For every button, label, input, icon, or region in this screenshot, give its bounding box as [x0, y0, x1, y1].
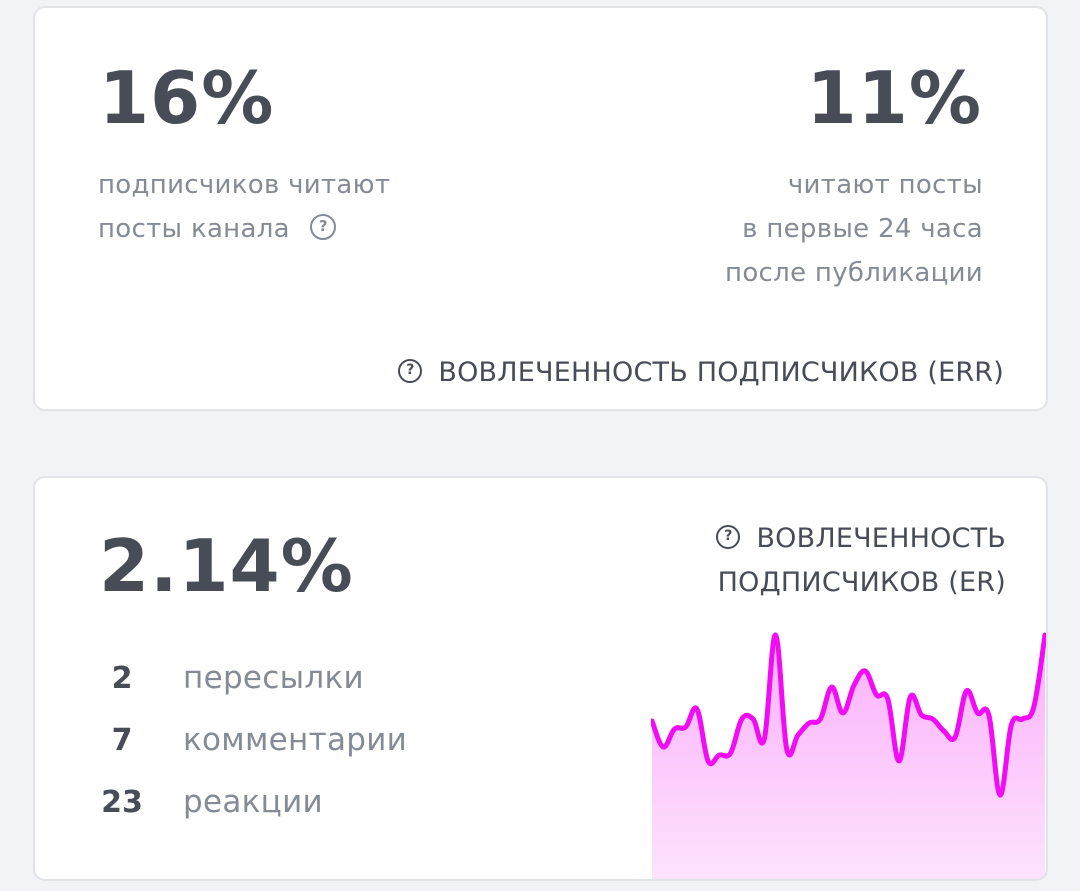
- desc-line: читают посты: [787, 170, 983, 200]
- caption-text: ВОВЛЕЧЕННОСТЬ ПОДПИСЧИКОВ (ERR): [438, 357, 1004, 388]
- er-caption[interactable]: ? ВОВЛЕЧЕННОСТЬ ПОДПИСЧИКОВ (ER): [716, 517, 1006, 605]
- stat-count: 2: [111, 660, 133, 696]
- sparkline-line: [651, 632, 1046, 798]
- sparkline-area: [652, 634, 1045, 879]
- stat-label: комментарии: [183, 722, 408, 758]
- err-card: 16% подписчиков читают посты канала ? 11…: [33, 6, 1048, 411]
- desc-line: подписчиков читают: [98, 170, 391, 200]
- caption-line: ПОДПИСЧИКОВ (ER): [717, 567, 1006, 598]
- help-icon[interactable]: ?: [716, 524, 741, 549]
- stat-count: 7: [111, 722, 133, 758]
- stat-forwards: 2 пересылки: [97, 658, 364, 698]
- desc-line: после публикации: [725, 258, 983, 288]
- stat-count: 23: [101, 784, 143, 820]
- err-caption[interactable]: ? ВОВЛЕЧЕННОСТЬ ПОДПИСЧИКОВ (ERR): [398, 351, 1004, 395]
- err-first-24h-description: читают посты в первые 24 часа после публ…: [725, 163, 983, 295]
- stat-comments: 7 комментарии: [97, 720, 407, 760]
- stat-label: пересылки: [183, 660, 364, 696]
- stat-reactions: 23 реакции: [97, 782, 323, 822]
- desc-line: в первые 24 часа: [742, 214, 983, 244]
- er-value: 2.14%: [99, 524, 354, 608]
- desc-line: посты канала ?: [98, 207, 390, 251]
- err-subscribers-reading-value: 16%: [99, 56, 275, 140]
- caption-text: ВОВЛЕЧЕННОСТЬ: [756, 523, 1006, 554]
- desc-text: посты канала: [98, 214, 290, 244]
- caption-line: ? ВОВЛЕЧЕННОСТЬ: [716, 517, 1006, 561]
- err-subscribers-reading-description: подписчиков читают посты канала ?: [98, 163, 390, 251]
- er-sparkline-chart: [651, 632, 1046, 879]
- help-icon[interactable]: ?: [398, 358, 423, 383]
- help-icon[interactable]: ?: [310, 213, 337, 240]
- stat-label: реакции: [183, 784, 323, 820]
- err-first-24h-value: 11%: [806, 56, 982, 140]
- er-card: 2.14% ? ВОВЛЕЧЕННОСТЬ ПОДПИСЧИКОВ (ER) 2 …: [33, 476, 1048, 881]
